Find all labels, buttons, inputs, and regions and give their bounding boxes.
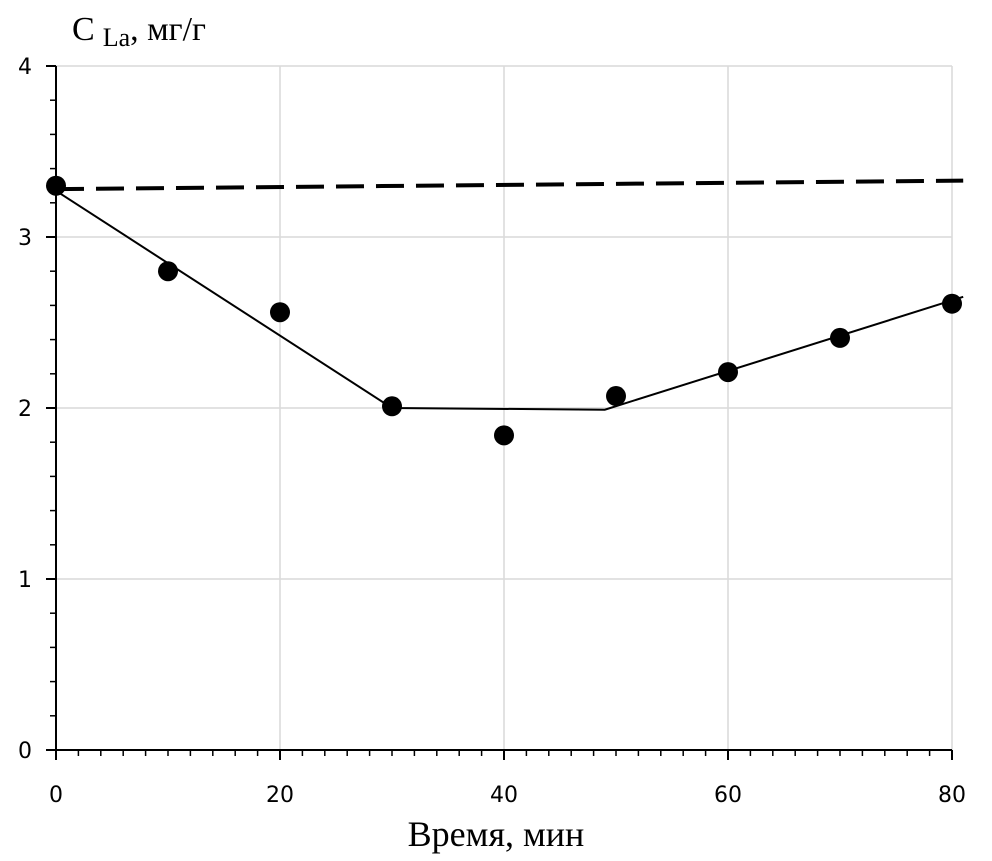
data-point [830, 327, 850, 348]
data-point [606, 386, 626, 407]
x-tick-label: 20 [266, 783, 294, 808]
solid-trend-line [55, 189, 964, 411]
x-tick-label: 80 [938, 783, 966, 808]
x-axis-title: Время, мин [408, 814, 585, 854]
dashed-reference-line [55, 178, 964, 192]
y-axis-title-subscript: La [103, 23, 131, 52]
x-tick-label: 40 [490, 783, 518, 808]
y-tick-label: 2 [18, 397, 32, 422]
data-point [46, 175, 66, 196]
data-point [270, 302, 290, 323]
data-point [942, 293, 962, 314]
y-axis-title: C La, мг/г [72, 11, 206, 52]
y-tick-label: 3 [18, 226, 32, 251]
x-tick-label: 60 [714, 783, 742, 808]
tick-labels: 0 20 40 60 80 0 1 2 3 4 [18, 55, 966, 808]
data-point [158, 261, 178, 282]
data-point [382, 396, 402, 417]
y-tick-label: 4 [18, 55, 32, 80]
x-tick-label: 0 [49, 783, 63, 808]
trend-lines [55, 178, 964, 411]
y-axis-title-main: C [72, 11, 95, 48]
y-axis-title-unit: , мг/г [130, 11, 206, 48]
y-tick-label: 0 [18, 739, 32, 764]
axes [46, 65, 953, 760]
data-point [494, 425, 514, 446]
y-tick-label: 1 [18, 568, 32, 593]
data-point [718, 362, 738, 383]
data-points [46, 175, 962, 446]
